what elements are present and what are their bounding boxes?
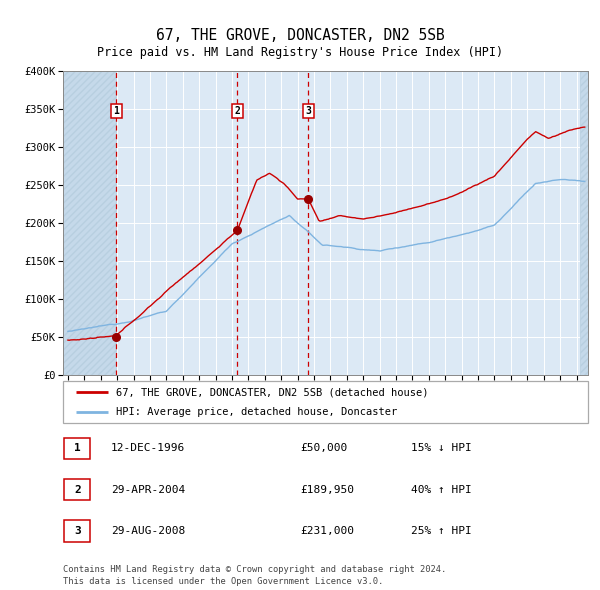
Text: 3: 3 <box>305 106 311 116</box>
Text: 29-APR-2004: 29-APR-2004 <box>111 485 185 494</box>
Text: 12-DEC-1996: 12-DEC-1996 <box>111 444 185 453</box>
Text: 1: 1 <box>113 106 119 116</box>
Bar <box>63 71 116 375</box>
Text: £189,950: £189,950 <box>300 485 354 494</box>
Text: £231,000: £231,000 <box>300 526 354 536</box>
Text: 1: 1 <box>74 444 81 453</box>
Text: 15% ↓ HPI: 15% ↓ HPI <box>411 444 472 453</box>
Text: 25% ↑ HPI: 25% ↑ HPI <box>411 526 472 536</box>
Text: HPI: Average price, detached house, Doncaster: HPI: Average price, detached house, Donc… <box>115 407 397 417</box>
Text: 29-AUG-2008: 29-AUG-2008 <box>111 526 185 536</box>
Text: 2: 2 <box>235 106 241 116</box>
Text: This data is licensed under the Open Government Licence v3.0.: This data is licensed under the Open Gov… <box>63 577 383 586</box>
Bar <box>580 71 588 375</box>
Text: 40% ↑ HPI: 40% ↑ HPI <box>411 485 472 494</box>
Text: 67, THE GROVE, DONCASTER, DN2 5SB: 67, THE GROVE, DONCASTER, DN2 5SB <box>155 28 445 43</box>
Text: 67, THE GROVE, DONCASTER, DN2 5SB (detached house): 67, THE GROVE, DONCASTER, DN2 5SB (detac… <box>115 388 428 398</box>
Text: Contains HM Land Registry data © Crown copyright and database right 2024.: Contains HM Land Registry data © Crown c… <box>63 565 446 574</box>
Text: Price paid vs. HM Land Registry's House Price Index (HPI): Price paid vs. HM Land Registry's House … <box>97 46 503 59</box>
Text: 2: 2 <box>74 485 81 494</box>
Text: £50,000: £50,000 <box>300 444 347 453</box>
Text: 3: 3 <box>74 526 81 536</box>
